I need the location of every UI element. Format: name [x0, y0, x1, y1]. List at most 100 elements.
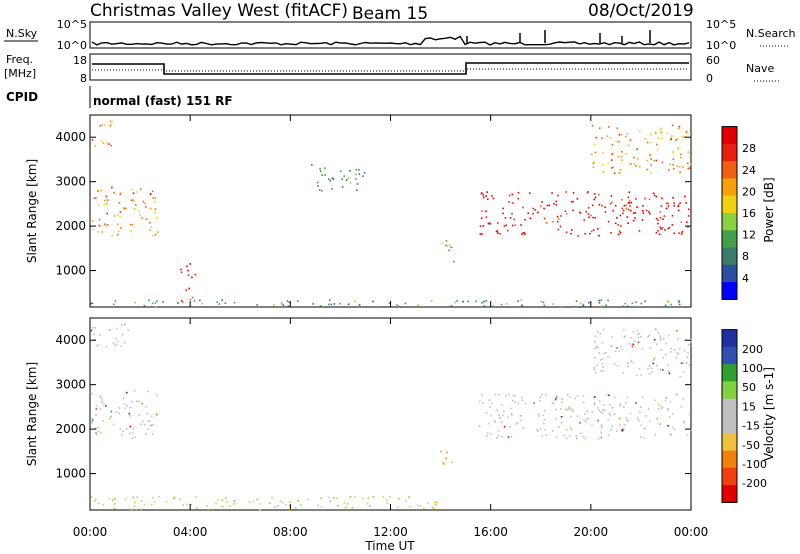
power-y-axis-label: Slant Range [km] — [25, 159, 39, 263]
scatter-point — [135, 508, 138, 511]
scatter-point — [512, 224, 514, 227]
scatter-point — [640, 302, 643, 305]
scatter-point — [621, 199, 623, 201]
scatter-point — [638, 368, 641, 370]
scatter-point — [667, 370, 670, 373]
scatter-point — [508, 194, 511, 197]
scatter-point — [594, 151, 597, 154]
scatter-point — [102, 142, 105, 144]
scatter-point — [582, 435, 585, 438]
scatter-point — [311, 164, 313, 166]
colorbar-tick-label: 16 — [742, 207, 756, 220]
scatter-point — [101, 397, 103, 400]
scatter-point — [177, 302, 179, 304]
scatter-point — [118, 412, 120, 415]
scatter-point — [331, 188, 333, 190]
scatter-point — [627, 202, 630, 204]
scatter-point — [98, 218, 101, 221]
scatter-point — [347, 303, 350, 306]
scatter-point — [591, 411, 593, 413]
scatter-point — [654, 433, 657, 436]
scatter-point — [625, 416, 627, 419]
scatter-point — [598, 409, 601, 412]
scatter-point — [579, 432, 582, 435]
scatter-point — [647, 408, 650, 410]
scatter-point — [551, 430, 554, 432]
scatter-point — [662, 218, 664, 220]
scatter-point — [672, 426, 674, 429]
scatter-point — [657, 331, 660, 334]
scatter-point — [613, 413, 616, 415]
scatter-point — [622, 305, 624, 308]
scatter-point — [557, 194, 559, 197]
scatter-point — [343, 502, 346, 504]
colorbar-segment — [722, 126, 737, 145]
scatter-point — [660, 138, 663, 140]
scatter-point — [289, 509, 292, 511]
scatter-point — [192, 296, 194, 299]
scatter-point — [93, 500, 96, 502]
scatter-point — [643, 427, 645, 430]
scatter-point — [256, 304, 258, 306]
scatter-point — [108, 497, 111, 500]
time-axis: 00:00 04:00 08:00 12:00 16:00 20:00 00:00 — [73, 115, 708, 539]
scatter-point — [597, 331, 599, 333]
scatter-point — [155, 394, 158, 397]
scatter-point — [110, 410, 113, 413]
scatter-point — [417, 304, 419, 306]
scatter-point — [672, 163, 674, 166]
scatter-point — [498, 417, 501, 419]
scatter-point — [133, 505, 136, 508]
scatter-point — [147, 428, 149, 430]
scatter-point — [635, 198, 637, 200]
scatter-point — [130, 230, 132, 232]
scatter-point — [140, 500, 142, 502]
scatter-point — [116, 327, 118, 330]
scatter-point — [345, 179, 348, 181]
scatter-point — [618, 172, 621, 174]
scatter-point — [448, 244, 451, 246]
scatter-point — [690, 429, 692, 431]
scatter-point — [612, 166, 615, 169]
scatter-point — [680, 362, 683, 365]
scatter-point — [577, 235, 579, 237]
scatter-point — [586, 410, 588, 412]
scatter-point — [587, 213, 590, 215]
scatter-point — [628, 342, 631, 345]
scatter-point — [684, 195, 686, 198]
scatter-point — [631, 361, 633, 364]
colorbar-tick-label: 28 — [742, 142, 756, 155]
scatter-point — [667, 408, 669, 410]
scatter-point — [507, 229, 509, 232]
scatter-point — [100, 189, 102, 192]
scatter-point — [674, 428, 676, 431]
scatter-point — [90, 329, 93, 332]
scatter-point — [319, 170, 322, 172]
velocity-frame — [89, 317, 692, 511]
scatter-point — [489, 406, 491, 408]
scatter-point — [485, 412, 488, 414]
scatter-point — [479, 400, 481, 403]
scatter-point — [529, 192, 531, 194]
scatter-point — [152, 197, 155, 199]
scatter-point — [624, 136, 627, 138]
scatter-point — [486, 432, 489, 434]
scatter-point — [133, 207, 136, 210]
scatter-point — [135, 204, 137, 206]
scatter-point — [586, 191, 589, 194]
scatter-point — [670, 350, 672, 353]
scatter-point — [651, 371, 653, 373]
y-tick-label: 3000 — [55, 175, 86, 189]
colorbar-segment — [722, 178, 737, 197]
colorbar-tick-label: -200 — [742, 477, 767, 490]
scatter-point — [279, 500, 282, 503]
scatter-point — [507, 416, 509, 419]
scatter-point — [215, 502, 217, 504]
scatter-point — [600, 359, 602, 361]
scatter-point — [111, 186, 113, 189]
scatter-point — [487, 422, 490, 425]
scatter-point — [594, 341, 596, 343]
scatter-point — [97, 344, 100, 346]
scatter-point — [145, 406, 148, 408]
scatter-point — [660, 127, 662, 130]
